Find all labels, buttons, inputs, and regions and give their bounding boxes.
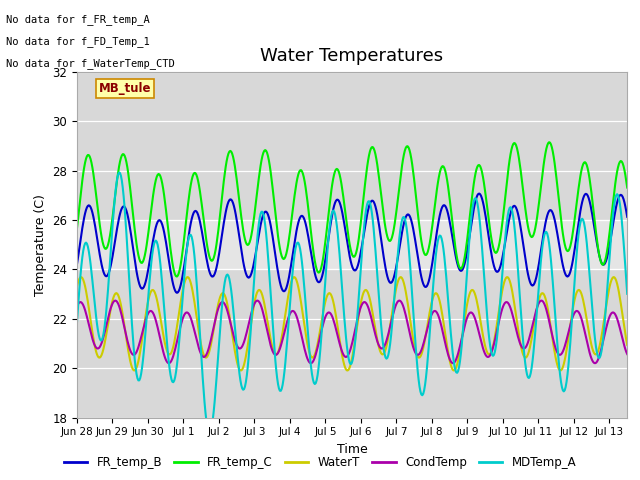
Title: Water Temperatures: Water Temperatures bbox=[260, 47, 444, 65]
X-axis label: Time: Time bbox=[337, 443, 367, 456]
Bar bbox=[77, 220, 627, 269]
Y-axis label: Temperature (C): Temperature (C) bbox=[33, 194, 47, 296]
Text: MB_tule: MB_tule bbox=[99, 83, 151, 96]
Text: No data for f_WaterTemp_CTD: No data for f_WaterTemp_CTD bbox=[6, 58, 175, 69]
Legend: FR_temp_B, FR_temp_C, WaterT, CondTemp, MDTemp_A: FR_temp_B, FR_temp_C, WaterT, CondTemp, … bbox=[59, 452, 581, 474]
Text: No data for f_FR_temp_A: No data for f_FR_temp_A bbox=[6, 14, 150, 25]
Text: No data for f_FD_Temp_1: No data for f_FD_Temp_1 bbox=[6, 36, 150, 47]
